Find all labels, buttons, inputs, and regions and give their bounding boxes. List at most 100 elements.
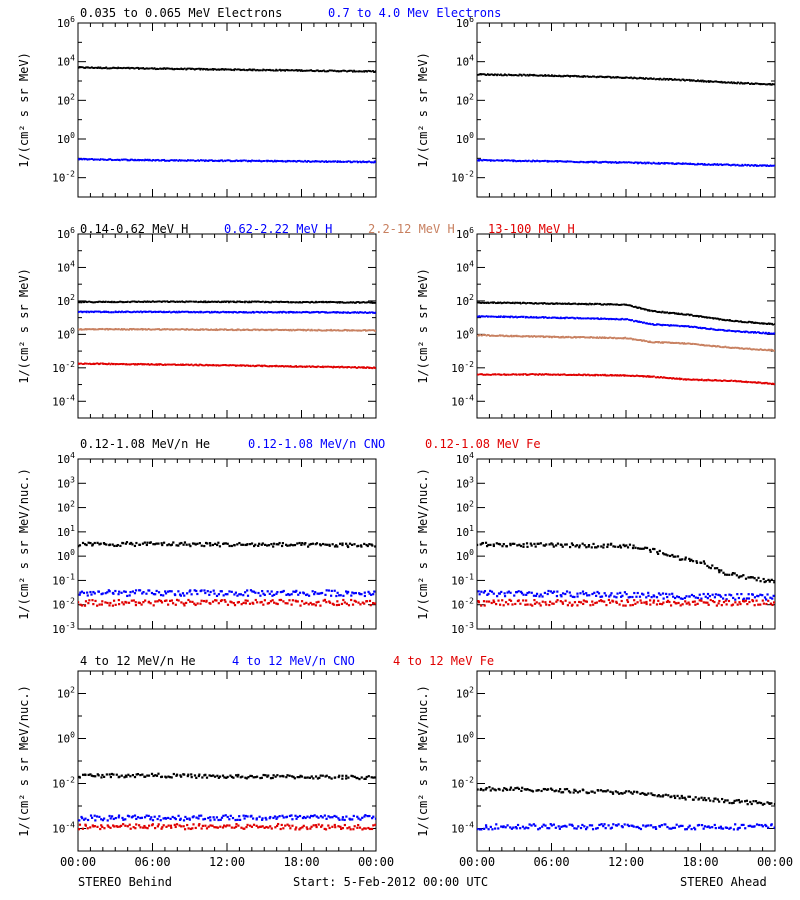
panel-0-ahead-series-0-point bbox=[561, 75, 564, 78]
panel-1-behind-series-2-point bbox=[177, 328, 180, 331]
panel-1-behind-series-0-point bbox=[217, 300, 220, 303]
panel-2-behind-series-1-point bbox=[89, 590, 92, 594]
panel-1-behind-series-2-point bbox=[129, 328, 131, 330]
panel-1-behind-series-0-point bbox=[119, 300, 122, 303]
panel-1-behind-series-3-point bbox=[301, 366, 304, 368]
panel-1-ahead-series-0-point bbox=[477, 301, 479, 304]
panel-1-behind-series-1-point bbox=[347, 311, 350, 314]
panel-1-ahead-series-3-point bbox=[671, 377, 674, 380]
panel-0-behind-series-1-point bbox=[106, 159, 109, 161]
panel-1-ahead-series-2-point bbox=[650, 341, 653, 344]
panel-1-behind-series-0-point bbox=[262, 300, 264, 303]
panel-1-behind-series-3-point bbox=[359, 366, 362, 369]
panel-0-ahead-series-1-point bbox=[750, 164, 753, 166]
panel-0-behind-series-1-point bbox=[182, 159, 185, 162]
panel-1-ahead-series-3-point bbox=[632, 374, 635, 377]
panel-0-behind-series-0-point bbox=[293, 69, 295, 72]
panel-1-behind-series-2-point bbox=[243, 329, 246, 331]
panel-0-ahead-series-0-point bbox=[547, 74, 550, 77]
panel-1-ahead-series-3-point bbox=[755, 382, 758, 384]
panel-1-ahead-series-3-point bbox=[700, 378, 703, 381]
panel-1-behind-series-2-point bbox=[99, 328, 101, 330]
panel-1-behind-series-2-point bbox=[203, 328, 206, 331]
panel-1-behind-series-2-point bbox=[135, 328, 138, 331]
panel-2-behind-series-1-point bbox=[193, 589, 196, 592]
panel-1-behind-series-3-point bbox=[105, 363, 107, 365]
panel-0-ahead-series-1-point bbox=[614, 160, 617, 163]
panel-1-ahead-series-1-point bbox=[605, 318, 608, 320]
panel-2-ahead-series-1-point bbox=[665, 592, 668, 596]
panel-1-ahead-series-3-point bbox=[507, 373, 510, 376]
panel-1-behind-series-3-point bbox=[369, 366, 372, 369]
panel-1-ahead-series-2-point bbox=[478, 334, 480, 337]
panel-1-ahead-series-0-point bbox=[547, 302, 550, 305]
panel-2-ahead-series-0-point bbox=[545, 543, 548, 546]
panel-0-ahead-series-0-point bbox=[710, 80, 713, 83]
panel-2-behind-series-0-point bbox=[281, 542, 284, 545]
panel-2-ahead-series-2-point bbox=[585, 600, 589, 603]
panel-2-behind-series-2-point bbox=[134, 603, 138, 607]
panel-0-ahead-series-0-point bbox=[772, 83, 775, 86]
panel-2-ahead-series-2-point bbox=[629, 604, 632, 607]
panel-1-ahead-series-0-point bbox=[754, 321, 757, 324]
panel-1-behind-series-1-point bbox=[278, 311, 281, 314]
panel-1-behind-series-0-point bbox=[200, 301, 203, 303]
panel-1-ahead-series-2-point bbox=[746, 347, 749, 350]
panel-2-behind-series-1 bbox=[78, 589, 376, 598]
panel-1-behind-series-1-point bbox=[239, 310, 242, 313]
panel-1-ahead-series-1-point bbox=[634, 319, 637, 322]
panel-0-ahead-series-0-point bbox=[539, 74, 542, 77]
panel-1-ahead-ytick-label: 102 bbox=[456, 293, 474, 308]
panel-0-behind-series-0-point bbox=[283, 69, 285, 71]
panel-1-ahead-series-1-point bbox=[768, 332, 771, 335]
panel-0-behind-series-0-point bbox=[346, 70, 349, 73]
panel-2-behind-series-2-point bbox=[266, 602, 269, 605]
panel-0-ahead-series-1-point bbox=[565, 161, 568, 163]
panel-0-behind-series-0-point bbox=[193, 68, 196, 71]
panel-1-behind-series-2-point bbox=[301, 329, 304, 331]
panel-1-ahead-series-0-point bbox=[606, 303, 609, 305]
panel-2-behind-series-2-point bbox=[230, 601, 233, 604]
panel-1-behind-series-1-point bbox=[265, 311, 267, 314]
panel-1-ahead-series-0-point bbox=[638, 306, 640, 309]
panel-1-behind-series-3-point bbox=[156, 364, 158, 366]
panel-1-ahead-series-3-point bbox=[484, 373, 487, 376]
panel-2-ahead-series-1-point bbox=[761, 594, 764, 597]
panel-2-behind-series-2-point bbox=[276, 602, 279, 606]
panel-0-behind-series-1-point bbox=[240, 160, 243, 163]
panel-2-behind-series-0-point bbox=[170, 543, 174, 546]
panel-1-behind-series-2-point bbox=[258, 329, 261, 332]
panel-1-behind-series-1-point bbox=[313, 311, 316, 314]
panel-1-behind-series-1-point bbox=[266, 311, 269, 314]
panel-0-behind-series-1-point bbox=[222, 160, 224, 163]
panel-2-ahead-series-0-point bbox=[690, 558, 693, 561]
panel-2-behind-series-1-point bbox=[114, 589, 117, 593]
panel-0-behind-series-1-point bbox=[324, 160, 326, 163]
panel-2-ahead-series-2-point bbox=[631, 603, 634, 607]
panel-2-behind-series-1-point bbox=[208, 593, 211, 596]
panel-1-ahead-series-3-point bbox=[730, 379, 733, 382]
panel-1-ahead-series-3-point bbox=[498, 373, 501, 376]
panel-1-behind-series-3-point bbox=[147, 363, 150, 365]
panel-2-behind-series-0-point bbox=[328, 544, 331, 547]
panel-0-ahead-series-1-point bbox=[556, 159, 559, 162]
panel-1-behind-series-3-point bbox=[86, 362, 88, 365]
panel-2-ahead-series-1-point bbox=[579, 592, 582, 595]
panel-0-behind-series-1-point bbox=[203, 160, 206, 163]
panel-0-ahead-series-0-point bbox=[504, 73, 507, 76]
panel-0-ahead-series-0-point bbox=[695, 80, 698, 83]
panel-1-ahead-series-1-point bbox=[613, 318, 615, 320]
panel-1-ahead-series-1 bbox=[477, 315, 775, 335]
panel-1-behind-series-1-point bbox=[369, 311, 372, 314]
panel-0-ahead-series-1-point bbox=[744, 164, 747, 166]
panel-1-ahead-series-2-point bbox=[704, 344, 707, 347]
panel-0-behind-series-1-point bbox=[273, 159, 276, 162]
panel-2-ahead-series-0-point bbox=[555, 544, 558, 547]
panel-1-behind-series-1-point bbox=[195, 311, 198, 313]
panel-0-behind-series-0-point bbox=[336, 70, 339, 72]
panel-2-ahead-series-1-point bbox=[496, 595, 499, 598]
panel-1-behind-series-1-point bbox=[134, 311, 137, 314]
panel-0-behind-series-0-point bbox=[110, 67, 113, 70]
panel-0-ahead-series-0-point bbox=[721, 81, 724, 84]
panel-1-ahead-series-3-point bbox=[573, 374, 576, 376]
